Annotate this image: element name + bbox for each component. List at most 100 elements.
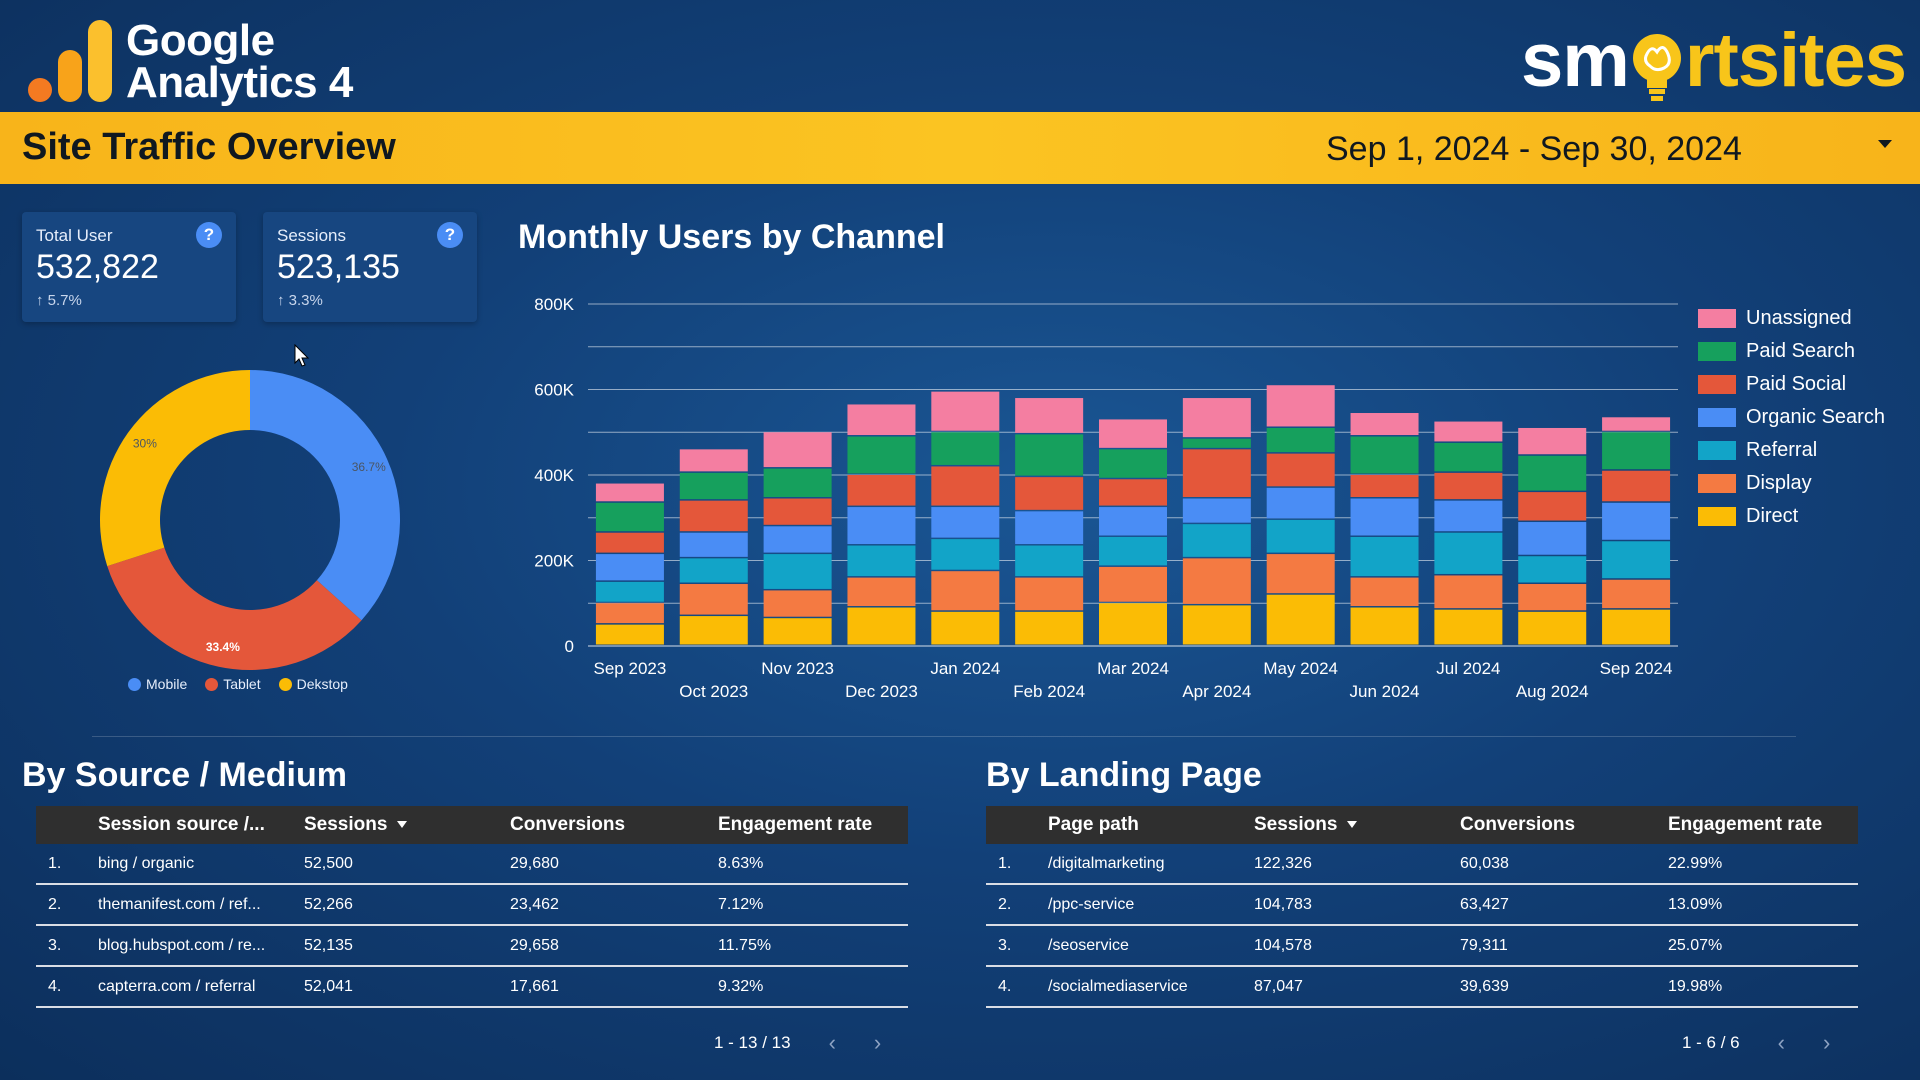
bar-segment-display[interactable]	[1350, 577, 1419, 607]
bar-segment-direct[interactable]	[931, 611, 1000, 645]
bar-segment-paid-social[interactable]	[595, 532, 664, 553]
bar-segment-direct[interactable]	[847, 607, 916, 645]
table-row[interactable]: 3. /seoservice 104,578 79,311 25.07%	[986, 926, 1858, 967]
bar-segment-direct[interactable]	[679, 616, 748, 645]
bar-segment-paid-search[interactable]	[931, 432, 1000, 465]
column-header-sessions[interactable]: Sessions	[1254, 814, 1460, 836]
bar-segment-paid-search[interactable]	[1182, 438, 1251, 448]
bar-segment-display[interactable]	[931, 571, 1000, 611]
bar-segment-unassigned[interactable]	[1602, 417, 1671, 431]
bar-segment-direct[interactable]	[1015, 611, 1084, 645]
column-header-source[interactable]: Session source /...	[98, 814, 265, 835]
chevron-down-icon[interactable]	[1878, 140, 1892, 148]
bar-segment-paid-social[interactable]	[1518, 492, 1587, 521]
column-header-engagement[interactable]: Engagement rate	[1668, 814, 1823, 835]
bar-segment-direct[interactable]	[595, 624, 664, 645]
bar-segment-display[interactable]	[679, 584, 748, 615]
bar-segment-paid-search[interactable]	[1350, 436, 1419, 474]
legend-item-tablet[interactable]: Tablet	[205, 676, 261, 692]
legend-item-organic-search[interactable]: Organic Search	[1698, 401, 1885, 434]
table-row[interactable]: 1. bing / organic 52,500 29,680 8.63%	[36, 844, 908, 885]
bar-segment-display[interactable]	[847, 577, 916, 607]
bar-segment-paid-social[interactable]	[1602, 470, 1671, 502]
bar-segment-organic-search[interactable]	[1434, 500, 1503, 532]
bar-segment-organic-search[interactable]	[595, 554, 664, 581]
bar-segment-organic-search[interactable]	[847, 507, 916, 545]
legend-item-paid-social[interactable]: Paid Social	[1698, 368, 1885, 401]
legend-item-paid-search[interactable]: Paid Search	[1698, 335, 1885, 368]
table-row[interactable]: 1. /digitalmarketing 122,326 60,038 22.9…	[986, 844, 1858, 885]
bar-segment-paid-social[interactable]	[931, 466, 1000, 506]
bar-segment-display[interactable]	[1602, 579, 1671, 609]
bar-segment-paid-search[interactable]	[847, 436, 916, 474]
bar-segment-unassigned[interactable]	[1350, 413, 1419, 436]
bar-segment-paid-social[interactable]	[1182, 449, 1251, 498]
table-row[interactable]: 4. /socialmediaservice 87,047 39,639 19.…	[986, 967, 1858, 1008]
bar-segment-direct[interactable]	[1266, 594, 1335, 645]
table-row[interactable]: 2. themanifest.com / ref... 52,266 23,46…	[36, 885, 908, 926]
bar-segment-display[interactable]	[1518, 584, 1587, 611]
donut-slice-tablet[interactable]	[107, 547, 362, 670]
bar-segment-organic-search[interactable]	[931, 507, 1000, 538]
bar-segment-referral[interactable]	[1434, 532, 1503, 574]
bar-segment-unassigned[interactable]	[763, 432, 832, 468]
bar-segment-unassigned[interactable]	[847, 404, 916, 436]
bar-segment-unassigned[interactable]	[1518, 427, 1587, 455]
bar-segment-referral[interactable]	[847, 545, 916, 577]
bar-segment-organic-search[interactable]	[679, 532, 748, 557]
bar-segment-paid-search[interactable]	[1266, 427, 1335, 453]
bar-segment-referral[interactable]	[1350, 536, 1419, 577]
bar-segment-referral[interactable]	[1602, 541, 1671, 579]
bar-segment-unassigned[interactable]	[1266, 385, 1335, 427]
table-row[interactable]: 3. blog.hubspot.com / re... 52,135 29,65…	[36, 926, 908, 967]
bar-segment-paid-search[interactable]	[1099, 449, 1167, 478]
legend-item-unassigned[interactable]: Unassigned	[1698, 302, 1885, 335]
bar-segment-paid-social[interactable]	[1350, 475, 1419, 498]
bar-segment-display[interactable]	[1182, 558, 1251, 604]
bar-segment-paid-social[interactable]	[1015, 477, 1084, 510]
column-header-page-path[interactable]: Page path	[1048, 814, 1139, 835]
bar-segment-paid-social[interactable]	[1266, 453, 1335, 487]
bar-segment-organic-search[interactable]	[1518, 522, 1587, 555]
bar-segment-unassigned[interactable]	[1099, 419, 1167, 448]
bar-segment-organic-search[interactable]	[763, 526, 832, 553]
bar-segment-referral[interactable]	[931, 539, 1000, 570]
bar-segment-direct[interactable]	[1099, 603, 1167, 645]
bar-segment-paid-search[interactable]	[679, 472, 748, 500]
bar-segment-organic-search[interactable]	[1602, 502, 1671, 540]
legend-item-mobile[interactable]: Mobile	[128, 676, 187, 692]
bar-segment-unassigned[interactable]	[595, 483, 664, 502]
legend-item-display[interactable]: Display	[1698, 467, 1885, 500]
bar-segment-referral[interactable]	[1518, 556, 1587, 583]
date-range-picker[interactable]: Sep 1, 2024 - Sep 30, 2024	[1326, 130, 1742, 168]
bar-segment-unassigned[interactable]	[1015, 398, 1084, 433]
bar-segment-direct[interactable]	[1350, 607, 1419, 645]
chevron-left-icon[interactable]: ‹	[828, 1030, 836, 1055]
bar-segment-direct[interactable]	[1182, 605, 1251, 645]
bar-segment-unassigned[interactable]	[679, 449, 748, 472]
chevron-left-icon[interactable]: ‹	[1777, 1030, 1785, 1055]
legend-item-desktop[interactable]: Dekstop	[278, 676, 348, 692]
bar-segment-paid-social[interactable]	[1099, 479, 1167, 506]
bar-segment-direct[interactable]	[1518, 611, 1587, 645]
bar-segment-paid-social[interactable]	[763, 498, 832, 525]
bar-segment-display[interactable]	[1434, 575, 1503, 609]
bar-segment-organic-search[interactable]	[1015, 511, 1084, 545]
bar-segment-direct[interactable]	[763, 618, 832, 645]
bar-segment-paid-social[interactable]	[847, 475, 916, 506]
chevron-right-icon[interactable]: ›	[1822, 1030, 1831, 1055]
column-header-sessions[interactable]: Sessions	[304, 814, 510, 836]
bar-segment-display[interactable]	[1099, 566, 1167, 602]
legend-item-referral[interactable]: Referral	[1698, 434, 1885, 467]
bar-segment-organic-search[interactable]	[1266, 487, 1335, 519]
bar-segment-paid-search[interactable]	[763, 468, 832, 498]
bar-segment-display[interactable]	[763, 590, 832, 617]
bar-segment-referral[interactable]	[679, 558, 748, 583]
column-header-conversions[interactable]: Conversions	[1460, 814, 1576, 835]
donut-slice-mobile[interactable]	[250, 370, 401, 621]
bar-segment-referral[interactable]	[1182, 524, 1251, 557]
bar-segment-paid-social[interactable]	[1434, 472, 1503, 500]
column-header-engagement[interactable]: Engagement rate	[718, 814, 873, 835]
bar-segment-display[interactable]	[595, 603, 664, 624]
table-row[interactable]: 2. /ppc-service 104,783 63,427 13.09%	[986, 885, 1858, 926]
